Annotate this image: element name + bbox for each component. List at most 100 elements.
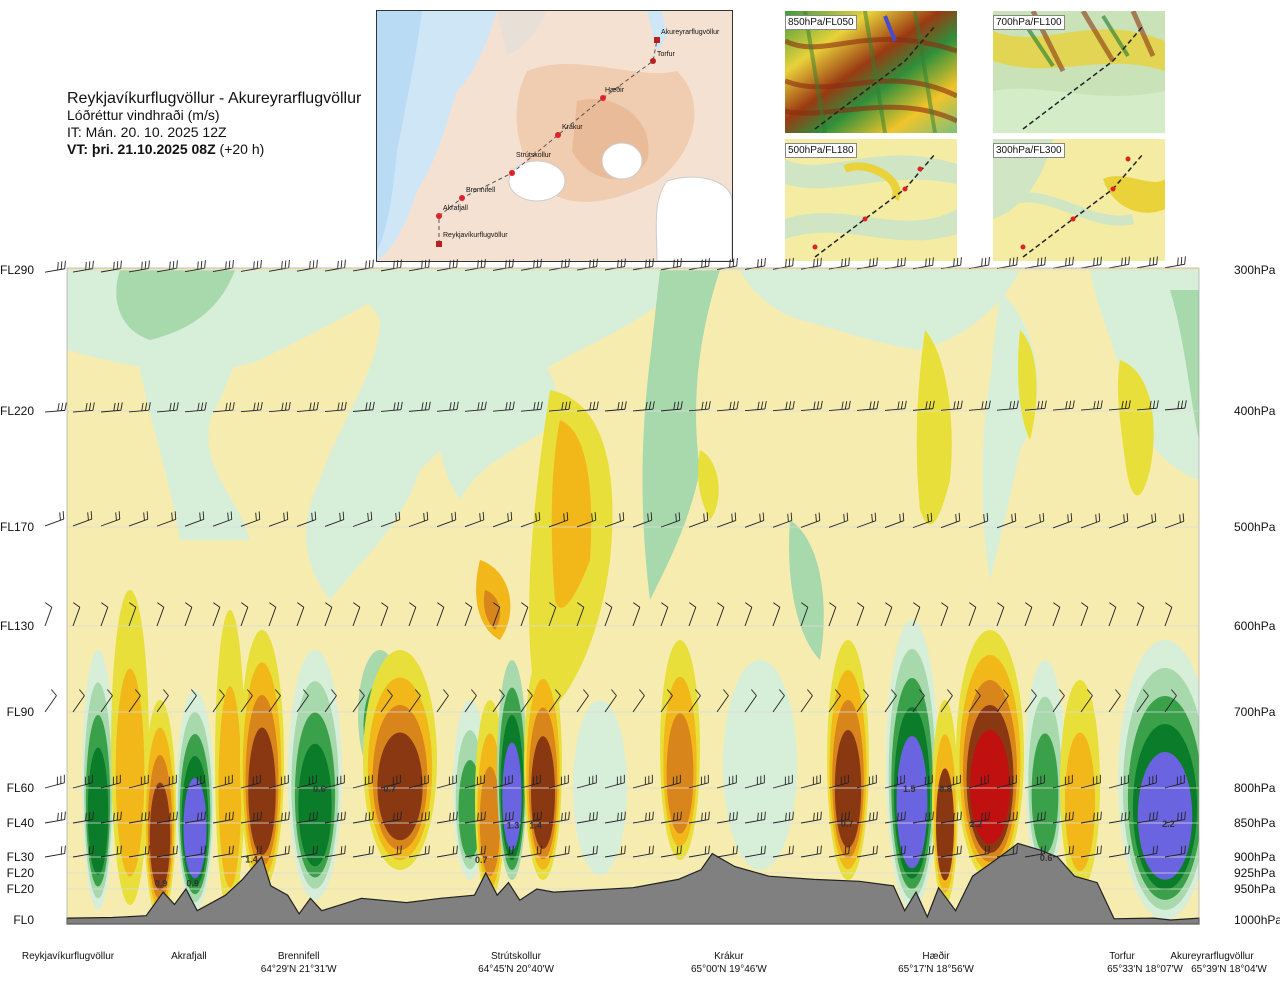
wind-barb-flag [1098, 513, 1101, 522]
wind-barb-flag [253, 812, 255, 821]
wind-barb-flag [788, 812, 791, 821]
field-core [723, 660, 797, 870]
wind-barb-flag [197, 812, 199, 821]
wind-barb-flag [342, 511, 345, 520]
wind-barb [884, 607, 893, 627]
thumb-850hpa[interactable]: 850hPa/FL050 [785, 11, 957, 133]
wind-barb [660, 695, 673, 713]
thumb-500hpa-label: 500hPa/FL180 [785, 143, 857, 158]
wind-barb-flag [778, 689, 785, 696]
wind-barb-flag [134, 689, 141, 696]
wind-barb-flag [92, 811, 94, 820]
wind-barb-flag [1179, 514, 1181, 523]
wind-barb-flag [372, 811, 374, 820]
wind-barb-flag [564, 401, 568, 410]
wind-barb-flag [648, 259, 651, 268]
thumb-300hpa[interactable]: 300hPa/FL300 [993, 139, 1165, 261]
map-label-brennifell: Brennifell [466, 187, 496, 194]
wind-barb [44, 782, 65, 789]
wind-barb-flag [484, 259, 486, 268]
fl-label: FL60 [6, 781, 34, 795]
wind-barb-flag [92, 845, 94, 854]
wind-barb-flag [704, 846, 707, 855]
wind-barb-flag [596, 811, 598, 820]
wind-barb-flag [1149, 812, 1151, 821]
wind-barb-flag [1040, 400, 1044, 409]
wind-barb-flag [869, 258, 871, 267]
wind-barb-flag [340, 812, 343, 821]
wind-barb-flag [872, 846, 875, 855]
thumb-700hpa[interactable]: 700hPa/FL100 [993, 11, 1165, 133]
wind-barb-flag [904, 811, 906, 820]
wind-barb-flag [1016, 256, 1018, 265]
wind-barb [1052, 695, 1065, 713]
wind-barb-flag [899, 513, 901, 523]
wind-barb-flag [284, 402, 288, 411]
wind-barb-flag [1037, 258, 1039, 267]
wind-barb-flag [846, 512, 849, 521]
wind-barb [828, 607, 837, 627]
wind-barb-flag [925, 258, 927, 267]
wind-barb-flag [1068, 812, 1071, 821]
wind-barb-flag [1124, 812, 1127, 821]
wind-barb-flag [381, 602, 389, 608]
wind-barb [744, 695, 757, 713]
wind-barb [1108, 264, 1129, 269]
x-location-name: Akureyrarflugvöllur [1170, 951, 1254, 962]
wind-barb-flag [666, 689, 673, 696]
wind-barb-flag [199, 512, 201, 521]
wind-barb-flag [932, 257, 934, 266]
field-core [298, 743, 332, 867]
wind-barb-flag [204, 402, 207, 411]
wind-barb-flag [568, 401, 571, 410]
wind-barb-flag [564, 259, 567, 268]
wind-barb [1080, 607, 1089, 627]
x-location-coord: 64°29'N 21°31'W [260, 964, 337, 975]
wind-barb [548, 695, 561, 713]
wind-barb-flag [1128, 400, 1131, 409]
wind-barb-flag [452, 401, 456, 410]
field-core [149, 782, 171, 891]
wind-barb-flag [729, 401, 732, 410]
wind-barb-flag [90, 511, 93, 520]
wind-barb-flag [1121, 400, 1124, 409]
wind-barb-flag [1044, 845, 1046, 854]
wind-barb-flag [260, 845, 262, 854]
thumb-500hpa-graphic [785, 139, 957, 261]
wind-barb [1024, 607, 1033, 627]
wind-barb-flag [256, 812, 259, 821]
wind-barb [44, 695, 57, 713]
wind-barb-flag [680, 401, 683, 410]
x-location-coord: 65°17'N 18°56'W [898, 964, 974, 975]
wind-barb-flag [92, 402, 95, 411]
wind-barb-flag [561, 259, 563, 269]
wind-barb-flag [813, 401, 816, 410]
fl-label: FL40 [6, 816, 34, 830]
wind-barb-flag [592, 812, 595, 821]
wind-barb-flag [764, 257, 766, 266]
wind-barb-flag [673, 812, 675, 821]
x-location-coord: 64°45'N 20°40'W [478, 964, 554, 975]
issue-time: IT: Mán. 20. 10. 2025 12Z [67, 124, 227, 140]
wind-barb-flag [424, 812, 427, 821]
wind-barb-flag [260, 402, 263, 411]
value-label: 0.7 [841, 819, 854, 829]
wind-barb-flag [225, 812, 227, 821]
wind-barb-flag [340, 402, 344, 411]
wind-barb [772, 695, 785, 713]
wind-barb-flag [941, 602, 949, 608]
wind-barb-flag [762, 512, 765, 521]
wind-barb-flag [424, 259, 427, 268]
field-region [483, 590, 501, 630]
x-location-name: Akrafjall [171, 951, 207, 962]
wind-barb-flag [536, 401, 540, 410]
wind-barb-flag [340, 260, 343, 269]
terrain [66, 842, 1200, 925]
wind-barb-flag [1030, 689, 1037, 696]
wind-barb-flag [512, 845, 514, 854]
wind-barb-flag [568, 845, 570, 854]
thumb-500hpa[interactable]: 500hPa/FL180 [785, 139, 957, 261]
wind-barb-flag [650, 512, 653, 521]
wind-barb-flag [1100, 811, 1102, 820]
wind-barb-flag [848, 811, 850, 820]
